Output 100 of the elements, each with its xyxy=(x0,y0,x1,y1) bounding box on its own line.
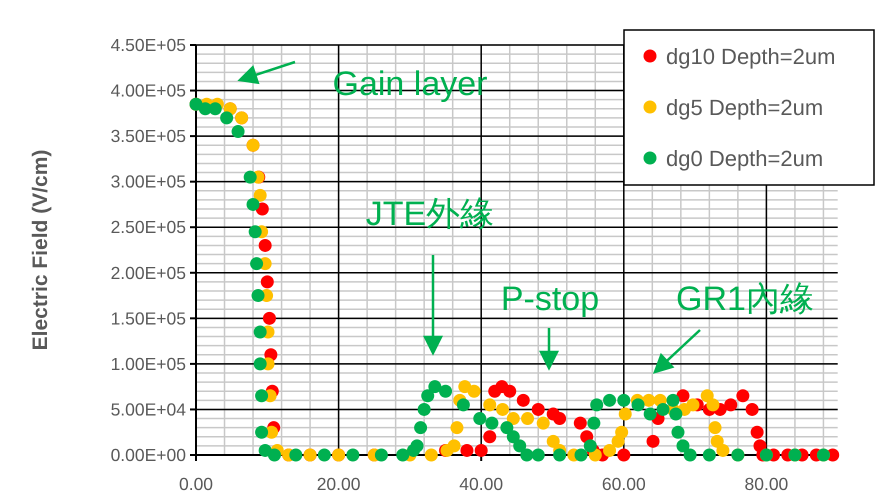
point xyxy=(710,434,724,448)
y-tick-label: 3.00E+05 xyxy=(110,172,186,192)
x-tick-label: 40.00 xyxy=(459,474,504,494)
point xyxy=(671,426,684,439)
point xyxy=(702,448,716,462)
point xyxy=(532,402,545,416)
point xyxy=(232,125,245,138)
point xyxy=(289,448,302,462)
point xyxy=(546,434,560,448)
point xyxy=(669,408,682,420)
point xyxy=(513,439,526,452)
point xyxy=(736,389,750,402)
point xyxy=(666,394,680,407)
point xyxy=(496,402,510,416)
point xyxy=(590,398,604,412)
y-tick-label: 4.50E+05 xyxy=(110,35,186,55)
point xyxy=(252,289,265,302)
point xyxy=(676,439,690,452)
point xyxy=(506,412,520,426)
point xyxy=(262,312,276,325)
point xyxy=(706,398,720,412)
point xyxy=(574,416,587,430)
point xyxy=(439,384,452,398)
point xyxy=(254,326,267,338)
point xyxy=(506,430,520,444)
point xyxy=(374,448,388,462)
point xyxy=(516,394,530,407)
point xyxy=(424,448,438,462)
legend-label: dg0 Depth=2um xyxy=(666,146,824,171)
point xyxy=(618,408,632,420)
point xyxy=(553,412,566,426)
point xyxy=(258,238,272,252)
annotation: P-stop xyxy=(500,280,600,318)
point xyxy=(346,448,360,462)
x-tick-label: 0.00 xyxy=(178,474,214,494)
y-axis-title: Electric Field (V/cm) xyxy=(29,150,52,350)
point xyxy=(410,439,424,452)
legend-label: dg10 Depth=2um xyxy=(666,44,836,69)
point xyxy=(254,357,267,370)
point xyxy=(536,416,550,430)
point xyxy=(260,275,274,288)
point xyxy=(746,402,759,416)
x-tick-label: 80.00 xyxy=(744,474,789,494)
point xyxy=(456,398,470,412)
y-tick-label: 1.50E+05 xyxy=(110,308,186,328)
point xyxy=(421,389,434,402)
point xyxy=(220,111,234,124)
point xyxy=(414,421,428,434)
x-tick-label: 20.00 xyxy=(316,474,361,494)
point xyxy=(708,421,722,434)
y-tick-label: 3.50E+05 xyxy=(110,126,186,146)
point xyxy=(255,426,268,439)
point xyxy=(244,170,257,184)
point xyxy=(617,448,630,462)
point xyxy=(255,389,268,402)
point xyxy=(646,434,660,448)
point xyxy=(268,448,281,462)
point xyxy=(676,389,690,402)
point xyxy=(318,448,331,462)
point xyxy=(250,257,264,270)
point xyxy=(553,448,566,462)
point xyxy=(474,444,488,457)
point xyxy=(448,439,461,452)
point xyxy=(503,384,516,398)
point xyxy=(615,426,628,439)
legend-label: dg5 Depth=2um xyxy=(666,95,824,120)
point xyxy=(396,448,410,462)
point xyxy=(248,225,262,238)
point xyxy=(750,426,764,439)
point xyxy=(574,448,588,462)
point xyxy=(644,408,657,420)
point xyxy=(656,402,670,416)
point xyxy=(642,394,656,407)
point xyxy=(418,402,431,416)
point xyxy=(208,102,222,116)
y-tick-label: 1.00E+05 xyxy=(110,354,186,374)
point xyxy=(520,448,534,462)
y-tick-label: 2.50E+05 xyxy=(110,217,186,238)
point xyxy=(483,398,496,412)
point xyxy=(617,394,630,407)
y-tick-label: 2.00E+05 xyxy=(110,262,186,283)
y-tick-label: 4.00E+05 xyxy=(110,80,186,101)
y-tick-label: 0.00E+00 xyxy=(110,445,186,465)
x-tick-label: 60.00 xyxy=(602,474,646,494)
point xyxy=(684,448,697,462)
point xyxy=(532,448,545,462)
y-tick-label: 5.00E+04 xyxy=(110,399,186,420)
point xyxy=(632,398,645,412)
point xyxy=(716,444,730,457)
point xyxy=(254,188,267,202)
point xyxy=(587,416,600,430)
point xyxy=(724,398,738,412)
point xyxy=(500,421,514,434)
point xyxy=(483,430,496,444)
point xyxy=(686,398,700,412)
point xyxy=(246,198,260,211)
point xyxy=(603,444,616,457)
point xyxy=(521,412,534,426)
point xyxy=(473,412,486,426)
point xyxy=(428,380,442,394)
